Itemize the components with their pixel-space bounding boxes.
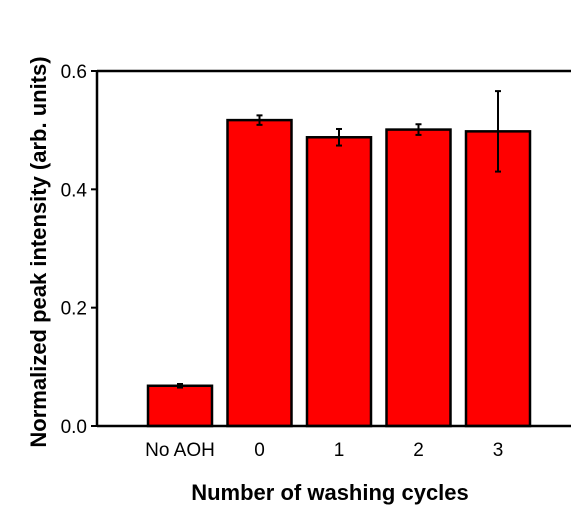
x-tick-label: 2 [413, 440, 424, 461]
bar-5 [464, 130, 532, 428]
tick-labels-group: No AOH 0 1 2 3 0.0 0.2 0.4 0.6 [61, 62, 504, 461]
x-axis-label: Number of washing cycles [191, 480, 469, 505]
y-tick-label: 0.0 [61, 417, 87, 438]
y-tick-label: 0.6 [61, 62, 87, 83]
bar-3 [305, 136, 373, 428]
error-bar-3 [336, 127, 342, 147]
y-tick-label: 0.4 [61, 180, 88, 201]
error-bars-group [177, 90, 501, 389]
bar-2 [226, 118, 293, 428]
x-tick-label: 3 [493, 440, 504, 461]
error-bar-4 [415, 123, 422, 136]
error-bar-1 [177, 382, 183, 389]
bars-group [146, 118, 532, 428]
x-tick-label: 1 [334, 440, 345, 461]
x-tick-label: No AOH [145, 440, 215, 461]
bar-1 [146, 384, 214, 428]
y-tick-label: 0.2 [61, 299, 87, 320]
x-tick-label: 0 [254, 440, 265, 461]
error-bar-2 [256, 114, 263, 126]
axes-group [91, 69, 571, 428]
y-axis-label: Normalized peak intensity (arb. units) [26, 56, 51, 447]
bar-4 [385, 128, 452, 428]
error-bar-5 [495, 90, 501, 173]
